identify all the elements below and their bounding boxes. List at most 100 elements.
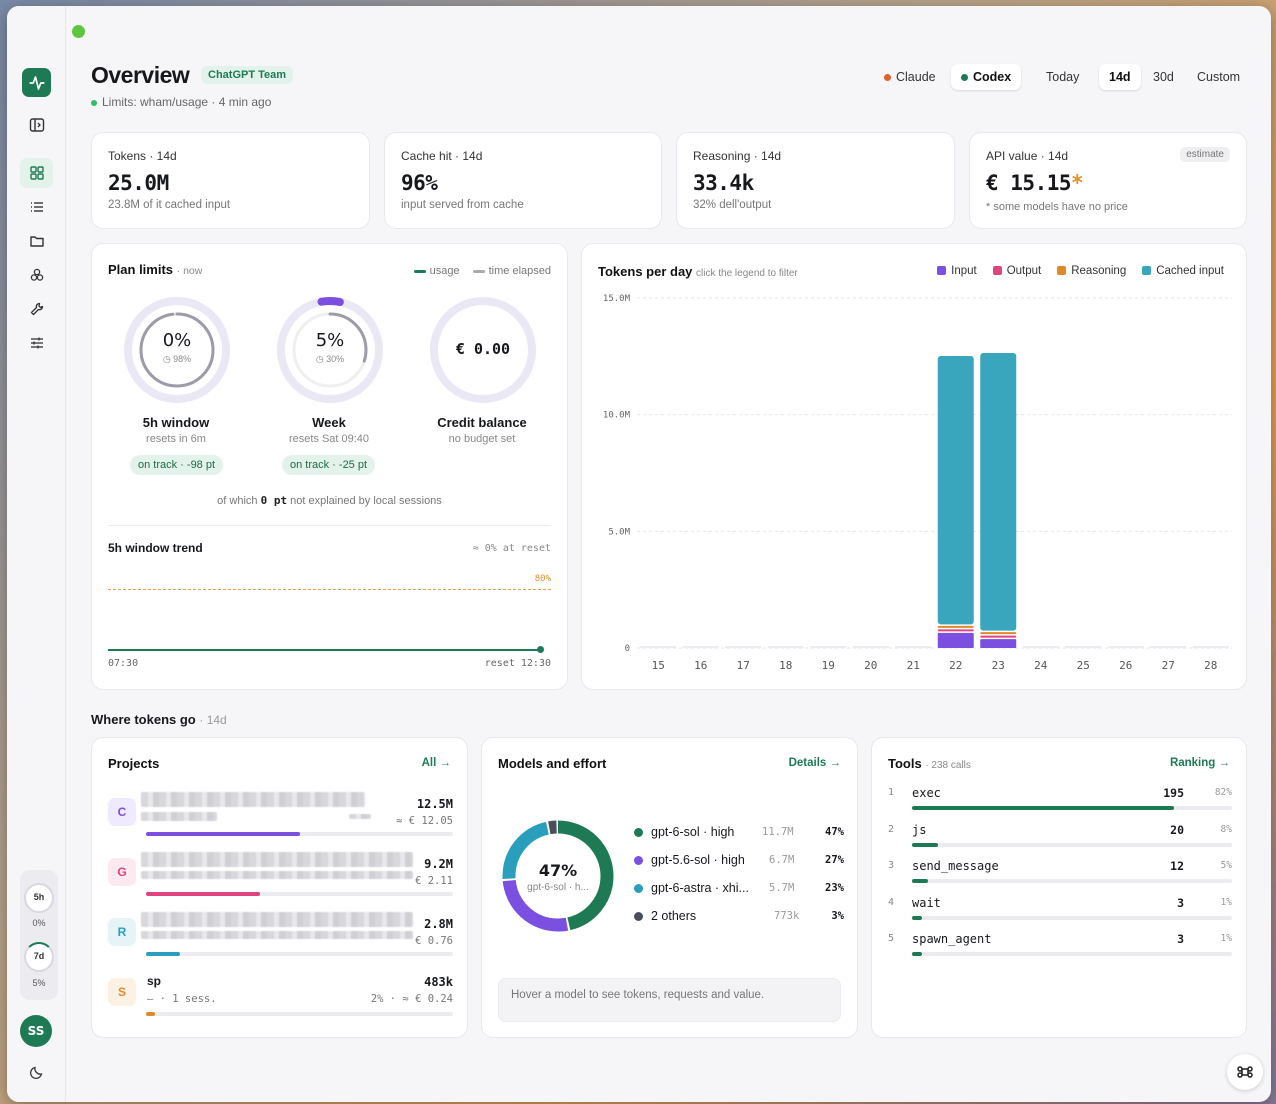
bar-output[interactable]: [980, 635, 1017, 638]
dashboard-grid-icon[interactable]: [20, 158, 53, 188]
model-name: gpt-6-astra · xhi...: [651, 881, 749, 895]
range-custom[interactable]: Custom: [1197, 70, 1241, 84]
x-tick-label: 16: [694, 659, 707, 672]
tools-ranking-link[interactable]: Ranking →: [1169, 757, 1230, 769]
gauge-credit[interactable]: € 0.00: [429, 296, 537, 404]
main-content: Overview ChatGPT Team Limits: wham/usage…: [91, 6, 1263, 1102]
user-avatar[interactable]: SS: [20, 1015, 52, 1047]
tool-rank: 5: [888, 933, 895, 944]
tool-bar: [912, 806, 1232, 810]
activity-logo-icon[interactable]: [22, 68, 51, 97]
legend-reasoning[interactable]: Reasoning: [1057, 265, 1126, 277]
project-badge: G: [108, 858, 136, 886]
model-swatch: [634, 912, 643, 921]
model-name: gpt-5.6-sol · high: [651, 853, 745, 867]
trend-usage-line: [108, 649, 540, 651]
model-share: 3%: [831, 910, 844, 922]
mini-7d-value: 5%: [32, 978, 46, 988]
model-row[interactable]: gpt-6-astra · xhi... 5.7M 23%: [634, 881, 844, 901]
tool-row[interactable]: 2 js 20 8%: [872, 822, 1248, 852]
y-tick-label: 15.0M: [603, 294, 631, 304]
folder-icon[interactable]: [20, 226, 53, 256]
kpi-label: API value · 14d: [986, 149, 1069, 163]
models-donut[interactable]: [498, 816, 618, 936]
redacted-meta: [141, 871, 413, 879]
x-tick-label: 17: [737, 659, 750, 672]
bar-reasoning[interactable]: [937, 625, 974, 628]
bar-empty: [1150, 646, 1187, 648]
settings-sliders-icon[interactable]: [20, 328, 53, 358]
model-row[interactable]: 2 others 773k 3%: [634, 909, 844, 929]
provider-codex-label: Codex: [973, 70, 1012, 84]
gauge-week-desc: resets Sat 09:40: [288, 433, 370, 445]
where-section-title: Where tokens go · 14d: [91, 712, 227, 727]
legend-output[interactable]: Output: [992, 265, 1041, 277]
model-row[interactable]: gpt-6-sol · high 11.7M 47%: [634, 825, 844, 845]
status-dot-icon: [91, 99, 97, 106]
tool-share: 8%: [1220, 823, 1232, 835]
legend-cached-input[interactable]: Cached input: [1142, 265, 1224, 277]
provider-codex[interactable]: Codex: [951, 64, 1022, 90]
claude-dot-icon: [884, 73, 891, 81]
tool-rank: 2: [888, 823, 895, 835]
gauge-5h[interactable]: 0% ◷ 98%: [123, 296, 231, 404]
projects-card: Projects All → C 12.5M ≈ € 12.05 G 9.2M …: [91, 737, 468, 1038]
bar-empty: [1192, 646, 1229, 648]
tool-row[interactable]: 5 spawn_agent 3 1%: [872, 931, 1248, 961]
command-palette-button[interactable]: [1227, 1054, 1263, 1090]
chart-legend: Input Output Reasoning Cached input: [937, 265, 1224, 277]
tool-count: 20: [1170, 822, 1184, 837]
project-cost: 2% · ≈ € 0.24: [370, 993, 453, 1005]
x-tick-label: 27: [1162, 659, 1175, 672]
zoom-window-button[interactable]: [72, 25, 85, 38]
tool-name: wait: [912, 895, 941, 910]
bar-output[interactable]: [937, 629, 974, 632]
project-bar: [146, 832, 453, 836]
models-icon[interactable]: [20, 260, 53, 290]
range-14d[interactable]: 14d: [1099, 64, 1141, 90]
project-row[interactable]: C 12.5M ≈ € 12.05: [92, 790, 469, 840]
model-row[interactable]: gpt-5.6-sol · high 6.7M 27%: [634, 853, 844, 873]
sidebar-limits-mini[interactable]: 5h 0% 7d 5%: [20, 870, 58, 1000]
bar-cached-input[interactable]: [937, 356, 974, 625]
bar-empty: [682, 646, 719, 648]
wrench-icon[interactable]: [20, 294, 53, 324]
range-30d[interactable]: 30d: [1153, 70, 1174, 84]
gauge-week[interactable]: 5% ◷ 30%: [276, 296, 384, 404]
donut-segment[interactable]: [502, 820, 614, 932]
bar-input[interactable]: [980, 639, 1017, 648]
range-today[interactable]: Today: [1046, 70, 1080, 84]
plan-when: · now: [176, 265, 203, 277]
divider: [108, 525, 551, 526]
donut-segment[interactable]: [502, 820, 614, 932]
gauge-week-ring: [277, 297, 383, 403]
projects-all-link[interactable]: All →: [421, 757, 451, 769]
redacted-meta: [141, 812, 217, 821]
tool-row[interactable]: 4 wait 3 1%: [872, 895, 1248, 925]
project-bar-fill: [146, 892, 260, 896]
toggle-sidebar-icon[interactable]: [20, 110, 53, 140]
note-post: not explained by local sessions: [290, 495, 442, 507]
legend-input[interactable]: Input: [937, 265, 977, 277]
mini-5h-label: 5h: [33, 892, 45, 902]
bar-reasoning[interactable]: [980, 632, 1017, 635]
trend-threshold-label: 80%: [534, 574, 551, 584]
project-row[interactable]: R 2.8M € 0.76: [92, 910, 469, 960]
tool-row[interactable]: 1 exec 195 82%: [872, 785, 1248, 815]
tool-bar: [912, 952, 1232, 956]
legend-input-swatch: [937, 266, 947, 276]
dark-mode-moon-icon[interactable]: [20, 1057, 53, 1087]
bar-cached-input[interactable]: [980, 352, 1017, 631]
plan-title-text: Plan limits: [108, 262, 174, 277]
models-details-link[interactable]: Details →: [788, 757, 841, 769]
tool-share: 1%: [1220, 933, 1232, 944]
project-row[interactable]: G 9.2M € 2.11: [92, 850, 469, 900]
provider-claude[interactable]: Claude: [874, 64, 946, 90]
list-icon[interactable]: [20, 192, 53, 222]
kpi-api-value: API value · 14d estimate € 15.15* * some…: [969, 132, 1247, 229]
project-row[interactable]: S sp — · 1 sess. 483k 2% · ≈ € 0.24: [92, 970, 469, 1020]
kpi-value: 25.0M: [108, 171, 169, 195]
bar-input[interactable]: [937, 632, 974, 648]
tool-row[interactable]: 3 send_message 12 5%: [872, 858, 1248, 888]
donut-segment[interactable]: [502, 820, 614, 932]
